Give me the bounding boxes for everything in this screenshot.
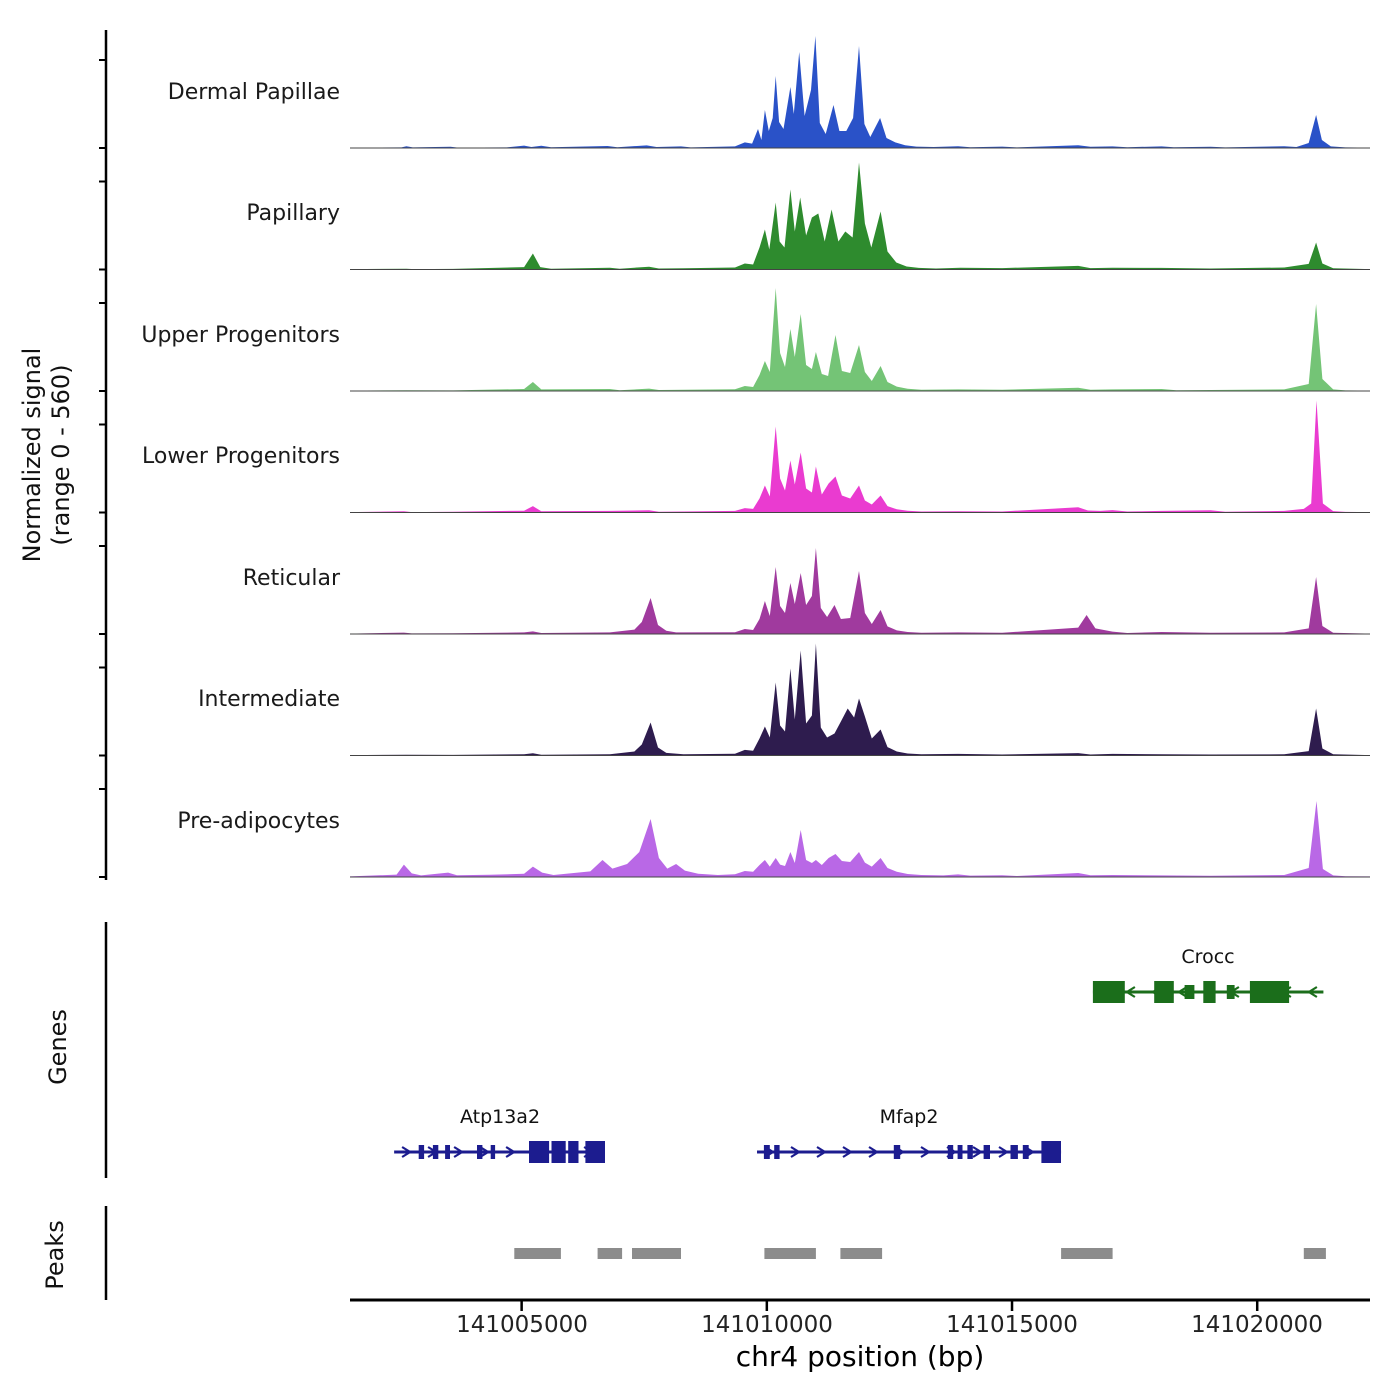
peak-region xyxy=(764,1248,816,1259)
peaks-section-label: Peaks xyxy=(41,1220,69,1290)
gene-exon-mfap2 xyxy=(893,1145,901,1159)
gene-exon-crocc xyxy=(1226,985,1235,999)
gene-strand-arrow xyxy=(1124,986,1136,998)
gene-exon-mfap2 xyxy=(1022,1145,1029,1159)
gene-exon-mfap2 xyxy=(947,1145,954,1159)
peak-region xyxy=(840,1248,883,1259)
gene-exon-crocc xyxy=(1184,985,1195,999)
gene-strand-arrow xyxy=(1176,986,1188,998)
gene-exon-mfap2 xyxy=(1010,1145,1018,1159)
gene-exon-crocc xyxy=(1092,981,1125,1003)
gene-exon-crocc xyxy=(1249,981,1290,1003)
gene-exon-mfap2 xyxy=(967,1145,973,1159)
track-label-intermediate: Intermediate xyxy=(198,687,340,712)
x-tick-label-141010000: 141010000 xyxy=(701,1312,833,1338)
y-axis-label-line1: Normalized signal xyxy=(18,347,46,563)
gene-label-atp13a2: Atp13a2 xyxy=(459,1106,541,1128)
y-axis-label: Normalized signal (range 0 - 560) xyxy=(18,245,78,665)
gene-strand-arrow xyxy=(972,1146,984,1158)
x-tick-label-141015000: 141015000 xyxy=(946,1312,1078,1338)
track-label-dermal-papillae: Dermal Papillae xyxy=(167,80,340,105)
gene-exon-atp13a2 xyxy=(490,1145,496,1159)
gene-strand-arrow xyxy=(1306,986,1318,998)
gene-exon-atp13a2 xyxy=(585,1141,605,1163)
gene-exon-atp13a2 xyxy=(445,1145,450,1159)
signal-area-papillary xyxy=(350,162,1370,270)
gene-exon-atp13a2 xyxy=(432,1145,439,1159)
gene-label-mfap2: Mfap2 xyxy=(879,1106,939,1128)
gene-exon-atp13a2 xyxy=(477,1145,483,1159)
gene-strand-arrow xyxy=(790,1146,802,1158)
signal-area-dermal-papillae xyxy=(350,36,1370,148)
x-axis-title: chr4 position (bp) xyxy=(735,1340,985,1373)
y-axis-label-line2: (range 0 - 560) xyxy=(47,364,75,546)
signal-area-intermediate xyxy=(350,643,1370,756)
signal-area-pre-adipocytes xyxy=(350,801,1370,877)
track-label-papillary: Papillary xyxy=(246,201,340,226)
gene-strand-arrow xyxy=(479,1146,491,1158)
signal-area-reticular xyxy=(350,548,1370,634)
x-tick-label-141020000: 141020000 xyxy=(1191,1312,1323,1338)
peak-region xyxy=(1303,1248,1326,1259)
gene-exon-atp13a2 xyxy=(529,1141,550,1163)
gene-exon-mfap2 xyxy=(983,1145,990,1159)
track-label-pre-adipocytes: Pre-adipocytes xyxy=(177,809,340,834)
gene-exon-mfap2 xyxy=(957,1145,963,1159)
gene-exon-mfap2 xyxy=(1041,1141,1061,1163)
peak-region xyxy=(597,1248,623,1259)
gene-exon-atp13a2 xyxy=(418,1145,425,1159)
gene-exon-crocc xyxy=(1154,981,1174,1003)
gene-strand-arrow xyxy=(920,1146,932,1158)
gene-strand-arrow xyxy=(453,1146,465,1158)
gene-exon-mfap2 xyxy=(774,1145,780,1159)
track-label-lower-progenitors: Lower Progenitors xyxy=(142,444,340,469)
gene-strand-arrow xyxy=(998,1146,1010,1158)
signal-area-lower-progenitors xyxy=(350,400,1370,513)
gene-strand-arrow xyxy=(868,1146,880,1158)
gene-exon-atp13a2 xyxy=(551,1141,566,1163)
gene-strand-arrow xyxy=(505,1146,517,1158)
genes-section-label: Genes xyxy=(44,1009,72,1085)
gene-exon-mfap2 xyxy=(763,1145,770,1159)
gene-strand-arrow xyxy=(401,1146,413,1158)
gene-exon-crocc xyxy=(1203,981,1216,1003)
track-label-reticular: Reticular xyxy=(242,566,340,591)
peak-region xyxy=(1061,1248,1113,1259)
signal-area-upper-progenitors xyxy=(350,288,1370,391)
gene-label-crocc: Crocc xyxy=(1181,946,1235,968)
gene-strand-arrow xyxy=(816,1146,828,1158)
gene-strand-arrow xyxy=(842,1146,854,1158)
track-label-upper-progenitors: Upper Progenitors xyxy=(141,323,340,348)
x-tick-label-141005000: 141005000 xyxy=(456,1312,588,1338)
gene-exon-atp13a2 xyxy=(568,1141,579,1163)
peak-region xyxy=(514,1248,561,1259)
peak-region xyxy=(632,1248,681,1259)
